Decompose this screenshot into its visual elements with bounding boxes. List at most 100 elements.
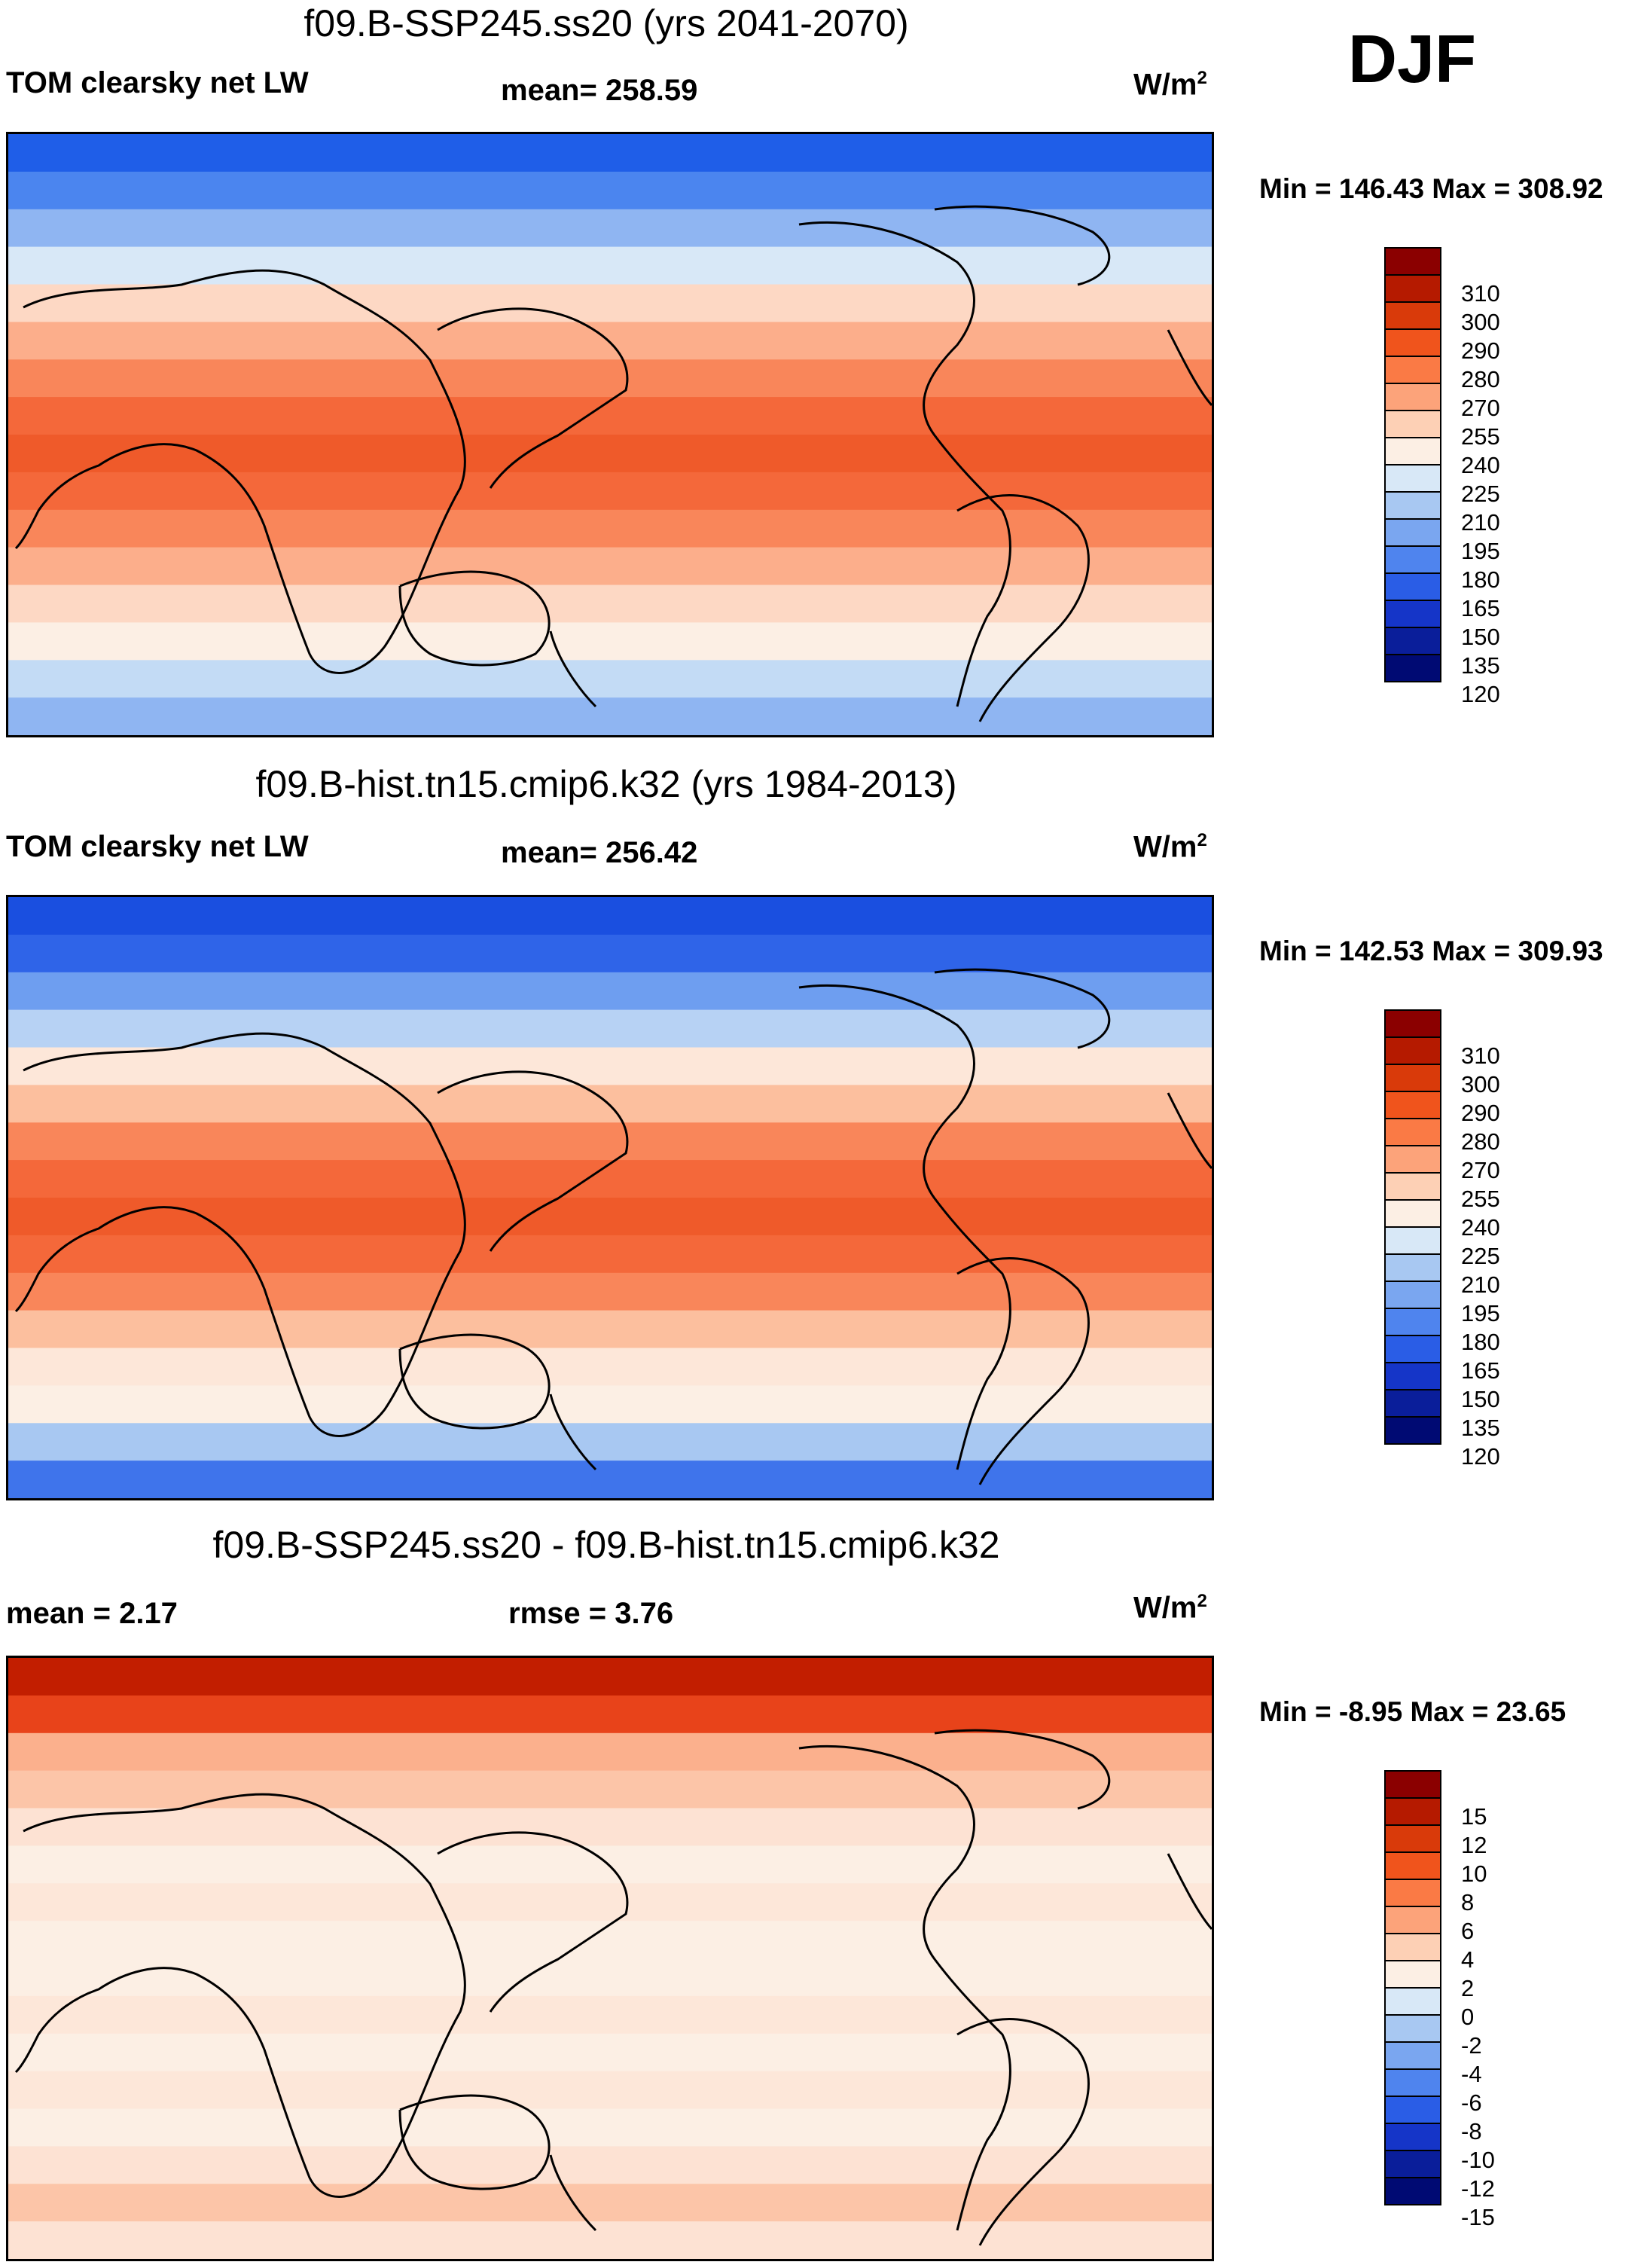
colorbar-swatch xyxy=(1384,410,1441,438)
colorbar-tick-label: 225 xyxy=(1461,481,1500,507)
zonal-band xyxy=(8,897,1212,936)
coastline xyxy=(956,2018,1090,2246)
zonal-band xyxy=(8,1160,1212,1198)
coastline xyxy=(798,221,1011,707)
min-max-label: Min = 142.53 Max = 309.93 xyxy=(1259,936,1603,966)
zonal-band xyxy=(8,134,1212,172)
colorbar-tick-label: 15 xyxy=(1461,1803,1487,1830)
coastline xyxy=(549,2154,597,2232)
coastline xyxy=(437,1070,629,1252)
zonal-band xyxy=(8,585,1212,624)
colorbar-tick-label: 165 xyxy=(1461,595,1500,621)
colorbar-swatch xyxy=(1384,247,1441,276)
colorbar-tick-label: 180 xyxy=(1461,566,1500,593)
colorbar-swatch xyxy=(1384,274,1441,303)
colorbar-swatch xyxy=(1384,518,1441,547)
zonal-band xyxy=(8,284,1212,323)
coastline xyxy=(934,1729,1111,1810)
map-svg xyxy=(8,1658,1212,2259)
zonal-band xyxy=(8,1732,1212,1772)
mean-label: mean= 258.59 xyxy=(501,74,698,107)
coastline xyxy=(437,1831,629,2013)
zonal-band xyxy=(8,209,1212,248)
zonal-band xyxy=(8,1695,1212,1734)
coastline xyxy=(798,1744,1011,2231)
zonal-band xyxy=(8,171,1212,210)
colorbar-swatch xyxy=(1384,1933,1441,1961)
colorbar-swatch xyxy=(1384,2041,1441,2070)
units-label: W/m2 xyxy=(1133,830,1207,864)
map-svg xyxy=(8,134,1212,735)
map-svg xyxy=(8,897,1212,1498)
colorbar-swatch xyxy=(1384,1199,1441,1228)
zonal-band xyxy=(8,697,1212,735)
colorbar-tick-label: 6 xyxy=(1461,1918,1475,1944)
zonal-band xyxy=(8,509,1212,548)
zonal-band xyxy=(8,2071,1212,2110)
colorbar-tick-label: 255 xyxy=(1461,423,1500,450)
zonal-band xyxy=(8,2108,1212,2147)
colorbar-tick-label: 120 xyxy=(1461,681,1500,707)
zonal-band xyxy=(8,1009,1212,1049)
zonal-band xyxy=(8,1122,1212,1161)
colorbar-swatch xyxy=(1384,1960,1441,1989)
colorbar-tick-label: 180 xyxy=(1461,1329,1500,1355)
map-plot xyxy=(6,132,1214,737)
colorbar-swatch xyxy=(1384,572,1441,601)
coastline xyxy=(398,1333,551,1430)
zonal-band xyxy=(8,1883,1212,1922)
colorbar-swatch xyxy=(1384,2068,1441,2097)
colorbar-swatch xyxy=(1384,2177,1441,2205)
colorbar-tick-label: 10 xyxy=(1461,1860,1487,1887)
zonal-band xyxy=(8,1461,1212,1498)
colorbar-swatch xyxy=(1384,1851,1441,1880)
colorbar-tick-label: 165 xyxy=(1461,1357,1500,1384)
zonal-band xyxy=(8,2184,1212,2223)
colorbar-swatch xyxy=(1384,1879,1441,1907)
colorbar-swatch xyxy=(1384,627,1441,655)
zonal-band xyxy=(8,2033,1212,2072)
colorbar-swatch xyxy=(1384,2014,1441,2043)
colorbar-swatch xyxy=(1384,1118,1441,1146)
coastline xyxy=(398,570,551,667)
colorbar-tick-label: 270 xyxy=(1461,395,1500,421)
colorbar-swatch xyxy=(1384,491,1441,520)
colorbar-tick-label: 280 xyxy=(1461,1128,1500,1155)
zonal-band xyxy=(8,1658,1212,1696)
colorbar-swatch xyxy=(1384,1362,1441,1390)
colorbar-tick-label: -4 xyxy=(1461,2061,1482,2087)
colorbar-tick-label: -6 xyxy=(1461,2089,1482,2116)
zonal-band xyxy=(8,1385,1212,1424)
colorbar-swatch xyxy=(1384,356,1441,384)
colorbar-tick-label: 195 xyxy=(1461,538,1500,564)
colorbar xyxy=(1384,1770,1441,2205)
panel-title: f09.B-SSP245.ss20 (yrs 2041-2070) xyxy=(304,2,909,44)
colorbar xyxy=(1384,247,1441,682)
colorbar xyxy=(1384,1009,1441,1445)
colorbar-swatch xyxy=(1384,1770,1441,1799)
colorbar-swatch xyxy=(1384,2150,1441,2178)
colorbar-tick-label: -10 xyxy=(1461,2147,1495,2173)
coastline xyxy=(14,1032,466,1437)
zonal-band xyxy=(8,397,1212,435)
colorbar-swatch xyxy=(1384,328,1441,357)
coastline xyxy=(14,1793,466,2198)
units-label: W/m2 xyxy=(1133,1591,1207,1625)
colorbar-tick-label: 310 xyxy=(1461,280,1500,307)
zonal-band xyxy=(8,2221,1212,2259)
rmse-label: rmse = 3.76 xyxy=(508,1597,674,1630)
colorbar-swatch xyxy=(1384,1416,1441,1445)
colorbar-tick-label: 120 xyxy=(1461,1443,1500,1470)
colorbar-swatch xyxy=(1384,1064,1441,1092)
coastline xyxy=(549,630,597,708)
min-max-label: Min = 146.43 Max = 308.92 xyxy=(1259,173,1603,204)
colorbar-swatch xyxy=(1384,1308,1441,1336)
zonal-band xyxy=(8,622,1212,661)
colorbar-swatch xyxy=(1384,464,1441,493)
coastline xyxy=(934,968,1111,1049)
colorbar-tick-label: 290 xyxy=(1461,1100,1500,1126)
colorbar-swatch xyxy=(1384,1335,1441,1363)
zonal-band xyxy=(8,1808,1212,1847)
colorbar-tick-label: 240 xyxy=(1461,1214,1500,1241)
colorbar-swatch xyxy=(1384,2123,1441,2151)
